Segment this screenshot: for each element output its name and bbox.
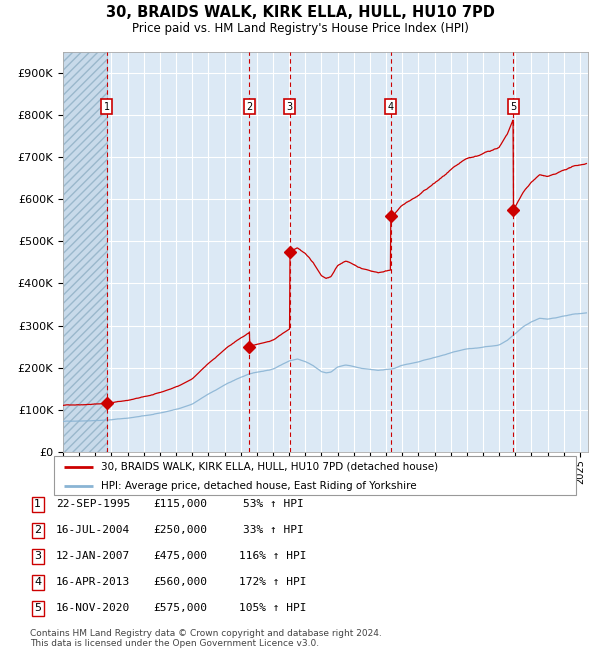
Text: 3: 3 xyxy=(34,551,41,562)
Text: 4: 4 xyxy=(34,577,41,588)
Text: 105% ↑ HPI: 105% ↑ HPI xyxy=(239,603,307,614)
Text: Contains HM Land Registry data © Crown copyright and database right 2024.
This d: Contains HM Land Registry data © Crown c… xyxy=(30,629,382,648)
Text: 1: 1 xyxy=(34,499,41,510)
Text: 2: 2 xyxy=(246,101,253,112)
Text: 4: 4 xyxy=(388,101,394,112)
Text: 16-APR-2013: 16-APR-2013 xyxy=(56,577,130,588)
Text: 5: 5 xyxy=(510,101,517,112)
Text: 116% ↑ HPI: 116% ↑ HPI xyxy=(239,551,307,562)
Text: 3: 3 xyxy=(287,101,293,112)
Text: 1: 1 xyxy=(104,101,110,112)
Text: 2: 2 xyxy=(34,525,41,536)
Text: £560,000: £560,000 xyxy=(153,577,207,588)
Text: 30, BRAIDS WALK, KIRK ELLA, HULL, HU10 7PD: 30, BRAIDS WALK, KIRK ELLA, HULL, HU10 7… xyxy=(106,5,494,20)
Text: Price paid vs. HM Land Registry's House Price Index (HPI): Price paid vs. HM Land Registry's House … xyxy=(131,22,469,35)
Text: 22-SEP-1995: 22-SEP-1995 xyxy=(56,499,130,510)
Text: 30, BRAIDS WALK, KIRK ELLA, HULL, HU10 7PD (detached house): 30, BRAIDS WALK, KIRK ELLA, HULL, HU10 7… xyxy=(101,462,438,472)
Text: £115,000: £115,000 xyxy=(153,499,207,510)
Text: £575,000: £575,000 xyxy=(153,603,207,614)
Text: 33% ↑ HPI: 33% ↑ HPI xyxy=(242,525,304,536)
Text: HPI: Average price, detached house, East Riding of Yorkshire: HPI: Average price, detached house, East… xyxy=(101,482,416,491)
FancyBboxPatch shape xyxy=(54,456,576,495)
Text: 16-JUL-2004: 16-JUL-2004 xyxy=(56,525,130,536)
Text: 5: 5 xyxy=(34,603,41,614)
Text: 12-JAN-2007: 12-JAN-2007 xyxy=(56,551,130,562)
Text: 16-NOV-2020: 16-NOV-2020 xyxy=(56,603,130,614)
Text: 53% ↑ HPI: 53% ↑ HPI xyxy=(242,499,304,510)
Bar xyxy=(63,52,107,452)
Text: £475,000: £475,000 xyxy=(153,551,207,562)
Text: £250,000: £250,000 xyxy=(153,525,207,536)
Text: 172% ↑ HPI: 172% ↑ HPI xyxy=(239,577,307,588)
